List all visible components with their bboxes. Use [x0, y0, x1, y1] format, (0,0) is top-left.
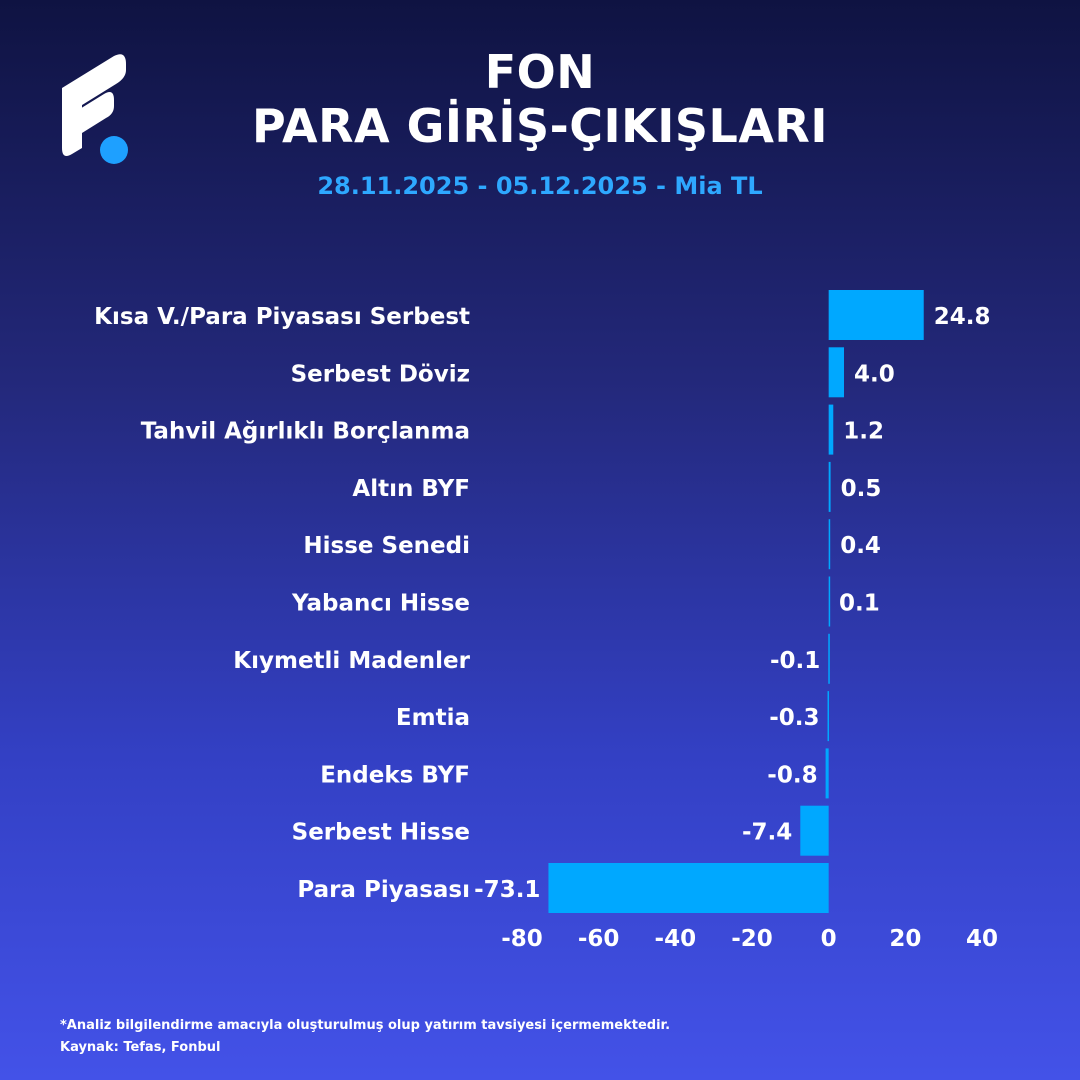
- data-label-7: -0.1: [770, 648, 820, 674]
- data-label-8: -0.3: [769, 705, 819, 731]
- data-label-5: 0.4: [840, 533, 881, 559]
- data-label-4: 0.5: [841, 476, 882, 502]
- page-title-line2: PARA GİRİŞ-ÇIKIŞLARI: [252, 99, 828, 153]
- category-label-8: Emtia: [396, 705, 470, 731]
- fund-flow-bar-chart: Kısa V./Para Piyasası Serbest 24.8 Serbest…: [94, 290, 998, 952]
- category-label-11: Para Piyasası: [297, 877, 470, 903]
- data-label-2: 4.0: [854, 361, 895, 387]
- page-title-line1: FON: [484, 45, 596, 99]
- date-range-subtitle: 28.11.2025 - 05.12.2025 - Mia TL: [317, 172, 763, 200]
- x-tick-label-4: -20: [731, 926, 773, 952]
- data-label-9: -0.8: [767, 762, 817, 788]
- bar-4: [828, 461, 831, 512]
- category-label-4: Altın BYF: [352, 476, 470, 502]
- bar-1: [828, 290, 924, 340]
- x-tick-label-1: -80: [501, 926, 543, 952]
- bar-2: [828, 347, 844, 398]
- x-tick-label-7: 40: [966, 926, 998, 952]
- category-label-10: Serbest Hisse: [292, 820, 470, 846]
- data-label-1: 24.8: [934, 304, 991, 330]
- category-label-3: Tahvil Ağırlıklı Borçlanma: [141, 419, 470, 445]
- data-label-11: -73.1: [474, 877, 540, 903]
- category-label-6: Yabancı Hisse: [291, 591, 470, 617]
- bar-5: [828, 519, 831, 570]
- category-label-5: Hisse Senedi: [303, 533, 470, 559]
- data-label-6: 0.1: [839, 591, 880, 617]
- x-tick-label-5: 0: [821, 926, 837, 952]
- x-tick-label-6: 20: [889, 926, 921, 952]
- source-text: Kaynak: Tefas, Fonbul: [60, 1040, 221, 1055]
- data-label-3: 1.2: [843, 419, 884, 445]
- data-label-10: -7.4: [742, 820, 792, 846]
- disclaimer-text: *Analiz bilgilendirme amacıyla oluşturul…: [60, 1018, 671, 1033]
- bar-11: [548, 863, 829, 913]
- category-label-9: Endeks BYF: [320, 762, 470, 788]
- category-label-1: Kısa V./Para Piyasası Serbest: [94, 304, 470, 330]
- bar-7: [828, 633, 830, 684]
- bar-10: [800, 805, 829, 856]
- bar-9: [825, 748, 829, 799]
- category-label-7: Kıymetli Madenler: [233, 648, 470, 674]
- bar-3: [828, 404, 834, 455]
- x-tick-label-2: -60: [578, 926, 620, 952]
- x-tick-label-3: -40: [655, 926, 697, 952]
- bar-6: [828, 576, 831, 627]
- bar-8: [827, 691, 830, 742]
- brand-logo-icon: [62, 54, 128, 164]
- category-label-2: Serbest Döviz: [291, 361, 470, 387]
